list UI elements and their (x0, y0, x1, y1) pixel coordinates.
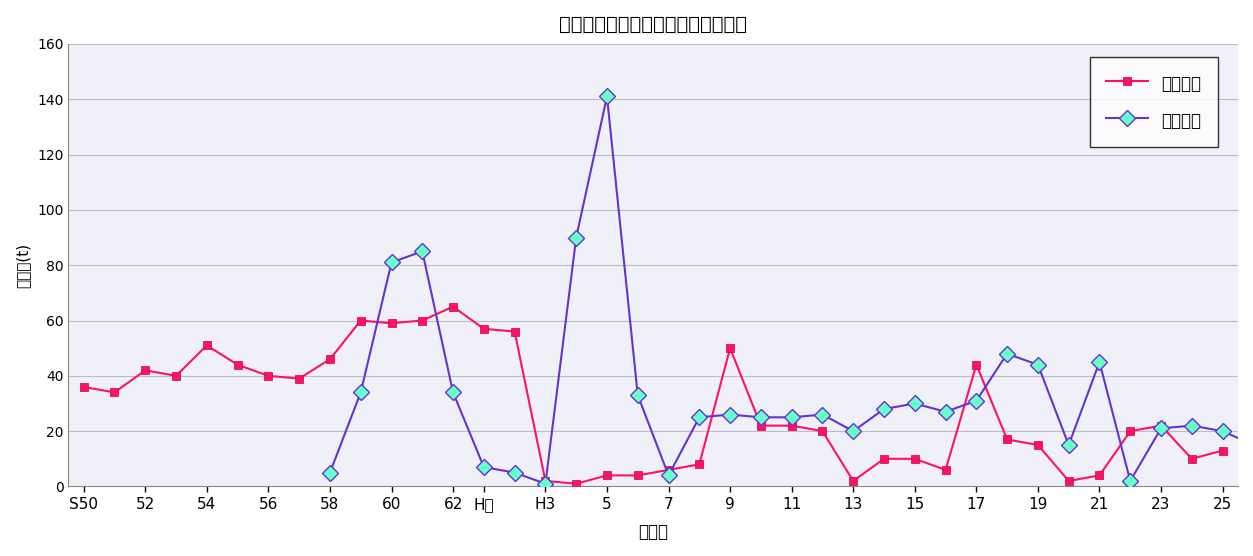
ワカサギ (692, 414, 707, 421)
ヒメマス (1123, 428, 1138, 434)
Line: ヒメマス: ヒメマス (79, 302, 1227, 488)
ヒメマス (261, 373, 276, 379)
ヒメマス (784, 422, 799, 429)
ヒメマス (1184, 455, 1199, 462)
ヒメマス (353, 317, 368, 324)
ヒメマス (1215, 447, 1230, 454)
ヒメマス (1154, 422, 1169, 429)
X-axis label: 年　度: 年 度 (638, 523, 668, 541)
ヒメマス (569, 480, 584, 487)
ヒメマス (1000, 436, 1015, 443)
ヒメマス (1091, 472, 1106, 479)
ヒメマス (877, 455, 892, 462)
ワカサギ (753, 414, 768, 421)
ワカサギ (907, 400, 922, 407)
ワカサギ (846, 428, 861, 434)
ヒメマス (322, 356, 337, 363)
ワカサギ (1123, 478, 1138, 484)
ワカサギ (1091, 359, 1106, 365)
Title: ヒメマスとワカサギの漁獲量の推移: ヒメマスとワカサギの漁獲量の推移 (559, 15, 747, 34)
ヒメマス (138, 367, 153, 374)
ワカサギ (1184, 422, 1199, 429)
ヒメマス (168, 373, 183, 379)
ヒメマス (723, 345, 738, 351)
ヒメマス (76, 384, 91, 390)
ヒメマス (107, 389, 122, 396)
ヒメマス (753, 422, 768, 429)
Y-axis label: 漁獲量(t): 漁獲量(t) (15, 242, 30, 288)
ワカサギ (877, 406, 892, 413)
ヒメマス (907, 455, 922, 462)
ワカサギ (599, 93, 614, 100)
ワカサギ (784, 414, 799, 421)
ヒメマス (415, 317, 430, 324)
ヒメマス (846, 478, 861, 484)
ヒメマス (538, 478, 553, 484)
ヒメマス (199, 342, 214, 349)
ワカサギ (1061, 441, 1076, 448)
Legend: ヒメマス, ワカサギ: ヒメマス, ワカサギ (1090, 57, 1218, 147)
ワカサギ (446, 389, 461, 396)
ワカサギ (353, 389, 368, 396)
ワカサギ (476, 464, 491, 470)
ヒメマス (662, 466, 677, 473)
ワカサギ (415, 248, 430, 255)
ワカサギ (569, 234, 584, 241)
ワカサギ (507, 469, 523, 476)
ヒメマス (507, 328, 523, 335)
ワカサギ (662, 472, 677, 479)
ヒメマス (938, 466, 954, 473)
ヒメマス (630, 472, 645, 479)
ヒメマス (599, 472, 614, 479)
ワカサギ (723, 411, 738, 418)
ワカサギ (938, 409, 954, 415)
ヒメマス (446, 304, 461, 310)
ワカサギ (1215, 428, 1230, 434)
ヒメマス (383, 320, 398, 326)
ヒメマス (692, 461, 707, 468)
ヒメマス (969, 361, 984, 368)
ワカサギ (630, 392, 645, 399)
ワカサギ (1000, 350, 1015, 357)
ワカサギ (383, 259, 398, 266)
Line: ワカサギ: ワカサギ (325, 91, 1253, 489)
ワカサギ (1154, 425, 1169, 431)
ワカサギ (1030, 361, 1045, 368)
ヒメマス (814, 428, 829, 434)
ワカサギ (538, 480, 553, 487)
ヒメマス (231, 361, 246, 368)
ワカサギ (969, 398, 984, 404)
ワカサギ (1245, 441, 1253, 448)
ワカサギ (322, 469, 337, 476)
ヒメマス (476, 325, 491, 332)
ヒメマス (1061, 478, 1076, 484)
ヒメマス (292, 375, 307, 382)
ワカサギ (814, 411, 829, 418)
ヒメマス (1030, 441, 1045, 448)
